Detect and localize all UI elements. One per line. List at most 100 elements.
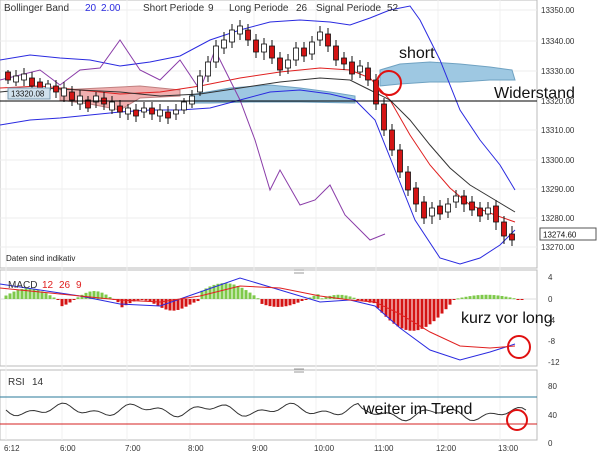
rsi-line: [5, 402, 527, 422]
macd-bar: [284, 299, 288, 307]
macd-bar: [80, 294, 84, 299]
annotation-kurz-vor-long: kurz vor long: [461, 310, 553, 327]
long-ma-line: [0, 77, 516, 213]
macd-tick-label: 0: [548, 295, 553, 304]
candle-body: [445, 203, 451, 213]
macd-tick-label: -4: [548, 316, 556, 325]
macd-bar: [128, 299, 132, 304]
macd-bar: [232, 284, 236, 299]
macd-bar: [344, 295, 348, 299]
macd-bar: [288, 299, 292, 306]
macd-bar: [56, 299, 60, 300]
macd-bar: [88, 291, 92, 299]
rsi-panel[interactable]: [0, 369, 538, 441]
macd-tick-label: 4: [548, 273, 553, 282]
candle-body: [261, 43, 267, 53]
macd-bar: [160, 299, 164, 308]
macd-panel[interactable]: [0, 269, 538, 367]
annotation-short: short: [399, 45, 435, 62]
macd-bar: [116, 299, 120, 303]
time-tick-label: 7:00: [125, 444, 141, 453]
macd-signal: 9: [76, 280, 82, 291]
macd-bar: [480, 294, 484, 299]
macd-bar: [268, 299, 272, 307]
macd-bar: [424, 299, 428, 327]
macd-bar: [172, 299, 176, 311]
price-panel[interactable]: [0, 0, 538, 269]
short-period-value: 9: [208, 3, 214, 14]
candle-body: [437, 205, 443, 215]
macd-bar: [368, 299, 372, 303]
annotation-circle-rsi: [506, 409, 528, 431]
candle-body: [205, 61, 211, 77]
macd-bar: [400, 299, 404, 329]
macd-bar: [84, 292, 88, 299]
macd-bar: [460, 297, 464, 299]
macd-bar: [76, 297, 80, 299]
candle-body: [421, 201, 427, 219]
macd-bar: [304, 299, 308, 300]
price-tick-label: 13290.00: [541, 185, 575, 194]
macd-bar: [52, 297, 56, 299]
macd-bar: [292, 299, 296, 305]
annotation-circle-short: [376, 70, 402, 96]
candle-body: [501, 221, 507, 237]
candle-body: [277, 57, 283, 71]
bollinger-lower: [0, 89, 516, 265]
macd-bar: [336, 294, 340, 299]
macd-bar: [444, 299, 448, 310]
macd-bar: [248, 292, 252, 299]
macd-bar: [452, 299, 456, 300]
candle-body: [349, 61, 355, 75]
macd-label: MACD: [8, 280, 37, 291]
candle-body: [429, 207, 435, 217]
candle-body: [189, 95, 195, 105]
left-price-value: 13320.08: [11, 90, 45, 99]
macd-bar: [12, 291, 16, 299]
macd-bar: [144, 299, 148, 301]
rsi-resize-handle[interactable]: [294, 368, 304, 373]
macd-bar: [136, 299, 140, 301]
candle-body: [213, 45, 219, 63]
macd-bar: [212, 284, 216, 299]
macd-signal-line: [0, 285, 516, 349]
macd-bar: [20, 289, 24, 299]
candle-body: [141, 107, 147, 113]
candle-body: [373, 79, 379, 105]
candle-body: [397, 149, 403, 173]
signal-period-value: 52: [387, 3, 399, 14]
candle-body: [85, 99, 91, 109]
current-price-tag: [539, 227, 597, 241]
candle-body: [461, 195, 467, 205]
macd-bar: [448, 299, 452, 305]
candle-body: [117, 105, 123, 113]
time-tick-label: 12:00: [436, 444, 457, 453]
candle-body: [173, 109, 179, 115]
macd-bar: [352, 297, 356, 299]
candle-body: [133, 109, 139, 117]
macd-bar: [512, 298, 516, 300]
candle-body: [149, 107, 155, 115]
macd-bar: [16, 290, 20, 299]
macd-bar: [8, 293, 12, 299]
candle-body: [333, 45, 339, 61]
long-period-value: 26: [296, 3, 308, 14]
price-tick-label: 13270.00: [541, 243, 575, 252]
candle-body: [77, 95, 83, 105]
macd-bar: [104, 294, 108, 299]
time-tick-label: 11:00: [374, 444, 394, 453]
macd-bar: [516, 299, 520, 300]
macd-bar: [244, 290, 248, 299]
candle-body: [69, 91, 75, 101]
macd-resize-handle[interactable]: [294, 269, 304, 274]
macd-bar: [372, 299, 376, 304]
annotation-circle-macd: [507, 335, 531, 359]
candle-body: [21, 73, 27, 81]
macd-bar: [276, 299, 280, 307]
macd-bar: [500, 295, 504, 299]
candle-body: [125, 107, 131, 115]
candle-body: [197, 75, 203, 93]
macd-bar: [192, 299, 196, 303]
macd-bar: [420, 299, 424, 329]
